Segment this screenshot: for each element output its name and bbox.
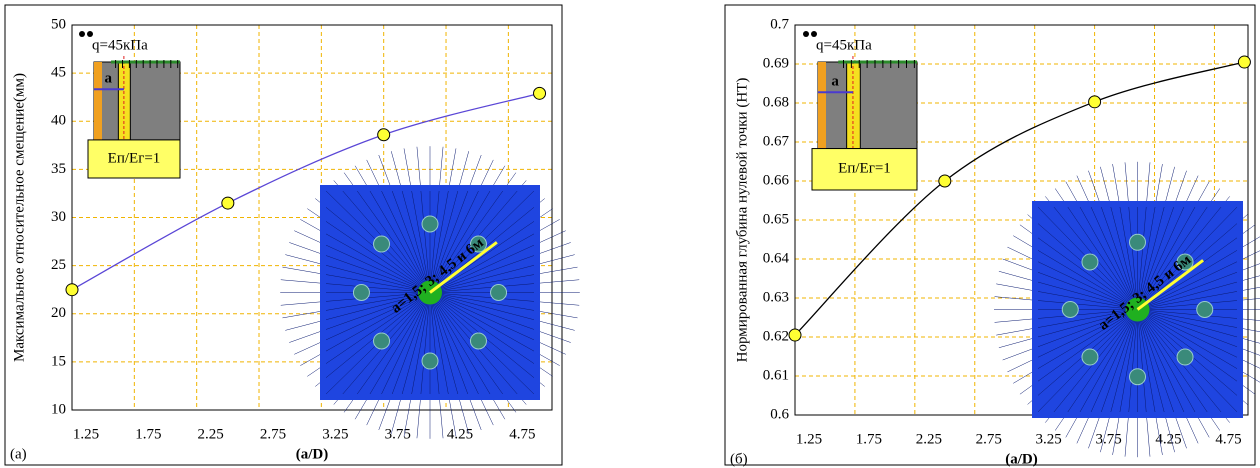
x-tick-label: 4.75 <box>1215 431 1241 447</box>
y-tick-label: 0.64 <box>763 250 790 266</box>
data-point <box>1238 56 1250 68</box>
panel-label: (а) <box>10 446 27 462</box>
panel-label: (б) <box>730 451 748 467</box>
figure: 10 15 20 25 30 35 40 45 50 1.25 1.75 2.25 2.75 3.25 3.… <box>0 0 1260 468</box>
pile <box>847 62 861 149</box>
pile-section <box>1130 234 1146 250</box>
y-axis-title: Максимальное относительное смещение(мм) <box>11 73 27 362</box>
chart: 0.6 0.61 0.62 0.63 0.64 0.65 0.66 0.67 0.68 0.69 0… <box>725 5 1260 467</box>
x-tick-label: 4.75 <box>509 426 535 442</box>
x-tick-label: 2.25 <box>198 426 224 442</box>
x-tick-label: 3.75 <box>1095 431 1121 447</box>
x-tick-label: 3.25 <box>322 426 348 442</box>
data-point <box>534 87 546 99</box>
x-tick-label: 3.75 <box>385 426 411 442</box>
x-tick-label: 1.75 <box>856 431 882 447</box>
pile-section <box>422 353 438 369</box>
y-axis-title: Нормированная глубина нулевой точки (HT) <box>734 78 750 363</box>
y-tick-label: 20 <box>51 305 66 321</box>
y-tick-label: 0.66 <box>763 172 790 188</box>
data-point <box>66 284 78 296</box>
pile-section <box>374 333 390 349</box>
icon <box>79 31 85 37</box>
load-label: q=45кПа <box>816 37 872 53</box>
y-tick-label: 30 <box>51 209 66 225</box>
y-tick-label: 0.69 <box>763 55 789 71</box>
icon <box>811 31 817 37</box>
icon <box>803 31 809 37</box>
pile-section <box>1082 349 1098 365</box>
pile-left <box>94 62 102 140</box>
data-point <box>222 197 234 209</box>
y-tick-label: 0.65 <box>763 211 789 227</box>
pile-section <box>374 236 390 252</box>
icon <box>87 31 93 37</box>
x-tick-label: 4.25 <box>1155 431 1181 447</box>
x-tick-label: 1.25 <box>73 426 99 442</box>
pile-section <box>422 216 438 232</box>
x-tick-label: 2.75 <box>260 426 286 442</box>
y-tick-label: 35 <box>51 161 66 177</box>
x-axis-title: (a/D) <box>296 446 329 462</box>
y-tick-label: 0.68 <box>763 94 789 110</box>
x-axis-title: (a/D) <box>1005 451 1038 467</box>
pile-section <box>1062 302 1078 318</box>
x-tick-label: 4.25 <box>447 426 473 442</box>
distance-label: a <box>831 74 839 90</box>
distance-label: a <box>104 71 112 87</box>
pile-section <box>353 285 369 301</box>
y-tick-label: 25 <box>51 257 66 273</box>
x-tick-label: 2.25 <box>916 431 942 447</box>
y-tick-label: 0.67 <box>763 133 790 149</box>
y-tick-label: 45 <box>51 65 66 81</box>
y-tick-label: 0.61 <box>763 367 789 383</box>
y-tick-label: 50 <box>51 16 66 32</box>
x-tick-label: 2.75 <box>976 431 1002 447</box>
x-tick-label: 3.25 <box>1036 431 1062 447</box>
y-tick-label: 0.7 <box>770 16 789 32</box>
pile-left <box>818 62 826 149</box>
chart: 10 15 20 25 30 35 40 45 50 1.25 1.75 2.25 2.75 3.25 3.… <box>5 5 580 465</box>
data-point <box>1089 96 1101 108</box>
y-tick-label: 0.6 <box>770 406 789 422</box>
y-tick-label: 0.62 <box>763 328 789 344</box>
y-tick-label: 40 <box>51 113 66 129</box>
pile-section <box>1130 369 1146 385</box>
data-point <box>789 329 801 341</box>
y-tick-label: 10 <box>51 401 66 417</box>
pile-section <box>1177 349 1193 365</box>
pile-section <box>1197 302 1213 318</box>
pile-section <box>491 285 507 301</box>
pile-section <box>1082 254 1098 270</box>
pile-section <box>470 333 486 349</box>
ratio-label: Eп/Eг=1 <box>838 161 891 177</box>
ratio-label: Eп/Eг=1 <box>108 150 161 166</box>
y-tick-label: 15 <box>51 353 66 369</box>
load-label: q=45кПа <box>92 37 148 53</box>
data-point <box>939 175 951 187</box>
data-point <box>378 129 390 141</box>
x-tick-label: 1.25 <box>796 431 822 447</box>
x-tick-label: 1.75 <box>135 426 161 442</box>
y-tick-label: 0.63 <box>763 289 789 305</box>
